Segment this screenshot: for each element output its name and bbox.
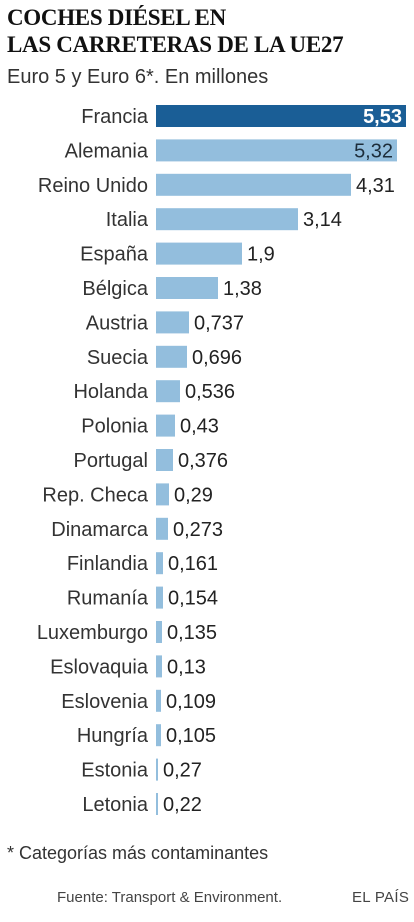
value-label: 0,22 (163, 794, 202, 816)
category-label: Austria (86, 312, 149, 334)
bar (156, 483, 169, 506)
bar (156, 345, 187, 368)
bar (156, 586, 163, 609)
category-label: Rumanía (67, 588, 149, 610)
bar-row: Reino Unido 4,31 (38, 173, 395, 197)
bar-row: Holanda 0,536 (73, 380, 235, 403)
bar-chart: Francia 5,53 Alemania 5,32 Reino Unido 4,31 It… (37, 105, 406, 816)
bar-row: Finlandia 0,161 (67, 552, 218, 575)
bar (156, 105, 406, 127)
bar (156, 242, 242, 265)
category-label: Rep. Checa (42, 484, 148, 506)
category-label: Luxemburgo (37, 622, 148, 644)
bar-row: Letonia 0,22 (82, 793, 202, 816)
bar-row: Rumanía 0,154 (67, 586, 218, 610)
bar (156, 655, 162, 678)
value-label: 0,154 (168, 588, 218, 610)
bar (156, 793, 158, 815)
bar-row: Luxemburgo 0,135 (37, 621, 217, 644)
bar (156, 139, 397, 162)
value-label: 0,273 (173, 519, 223, 541)
category-label: Alemania (65, 140, 149, 162)
bar-row: Dinamarca 0,273 (51, 517, 223, 541)
bar-row: Bélgica 1,38 (82, 277, 262, 300)
value-label: 0,43 (180, 416, 219, 438)
category-label: Eslovenia (61, 691, 149, 713)
value-label: 0,27 (163, 760, 202, 782)
value-label: 0,135 (167, 622, 217, 644)
value-label: 1,9 (247, 244, 275, 266)
value-label: 5,32 (354, 140, 393, 162)
category-label: Reino Unido (38, 175, 148, 197)
category-label: Estonia (81, 760, 149, 782)
chart-title-line-2: LAS CARRETERAS DE LA UE27 (7, 32, 344, 57)
bar (156, 311, 189, 334)
value-label: 4,31 (356, 175, 395, 197)
bar (156, 689, 161, 712)
value-label: 0,536 (185, 381, 235, 403)
value-label: 0,696 (192, 347, 242, 369)
value-label: 5,53 (363, 106, 402, 128)
bar-row: Eslovaquia 0,13 (50, 655, 206, 678)
value-label: 0,376 (178, 450, 228, 472)
category-label: España (80, 244, 149, 266)
source-credit: Fuente: Transport & Environment. (57, 889, 283, 906)
value-label: 0,109 (166, 691, 216, 713)
bar (156, 621, 162, 643)
bar (156, 517, 168, 540)
bar (156, 208, 298, 231)
category-label: Eslovaquia (50, 656, 149, 678)
bar-row: Italia 3,14 (106, 208, 342, 231)
bar-row: Polonia 0,43 (81, 414, 219, 438)
category-label: Finlandia (67, 553, 149, 575)
category-label: Suecia (87, 347, 149, 369)
category-label: Bélgica (82, 278, 148, 300)
category-label: Italia (106, 209, 149, 231)
bar-row: Alemania 5,32 (65, 139, 397, 162)
category-label: Letonia (82, 794, 148, 816)
bar-row: Austria 0,737 (86, 311, 244, 334)
bar-row: Estonia 0,27 (81, 758, 202, 782)
bar (156, 173, 351, 196)
bar (156, 414, 175, 437)
footnote: * Categorías más contaminantes (7, 843, 269, 863)
bar-row: Eslovenia 0,109 (61, 689, 216, 713)
category-label: Polonia (81, 416, 149, 438)
bar (156, 380, 180, 403)
bar-row: Rep. Checa 0,29 (42, 483, 213, 506)
value-label: 0,29 (174, 484, 213, 506)
value-label: 3,14 (303, 209, 342, 231)
bar (156, 449, 173, 471)
category-label: Portugal (74, 450, 149, 472)
bar-row: Hungría 0,105 (77, 724, 216, 747)
bar-row: Francia 5,53 (81, 105, 406, 128)
category-label: Hungría (77, 725, 149, 747)
value-label: 0,13 (167, 656, 206, 678)
category-label: Francia (81, 106, 149, 128)
publisher-brand: EL PAÍS (352, 889, 410, 906)
chart-title-line-1: COCHES DIÉSEL EN (7, 5, 226, 30)
bar-row: España 1,9 (80, 242, 275, 266)
category-label: Holanda (73, 381, 148, 403)
chart-subtitle: Euro 5 y Euro 6*. En millones (7, 66, 269, 88)
value-label: 0,737 (194, 312, 244, 334)
bar (156, 758, 158, 781)
value-label: 1,38 (223, 278, 262, 300)
bar (156, 277, 218, 299)
category-label: Dinamarca (51, 519, 149, 541)
bar (156, 552, 163, 575)
bar (156, 724, 161, 747)
chart-title: COCHES DIÉSEL EN LAS CARRETERAS DE LA UE… (7, 4, 407, 58)
bar-row: Portugal 0,376 (74, 449, 228, 472)
value-label: 0,161 (168, 553, 218, 575)
bar-row: Suecia 0,696 (87, 345, 242, 369)
value-label: 0,105 (166, 725, 216, 747)
